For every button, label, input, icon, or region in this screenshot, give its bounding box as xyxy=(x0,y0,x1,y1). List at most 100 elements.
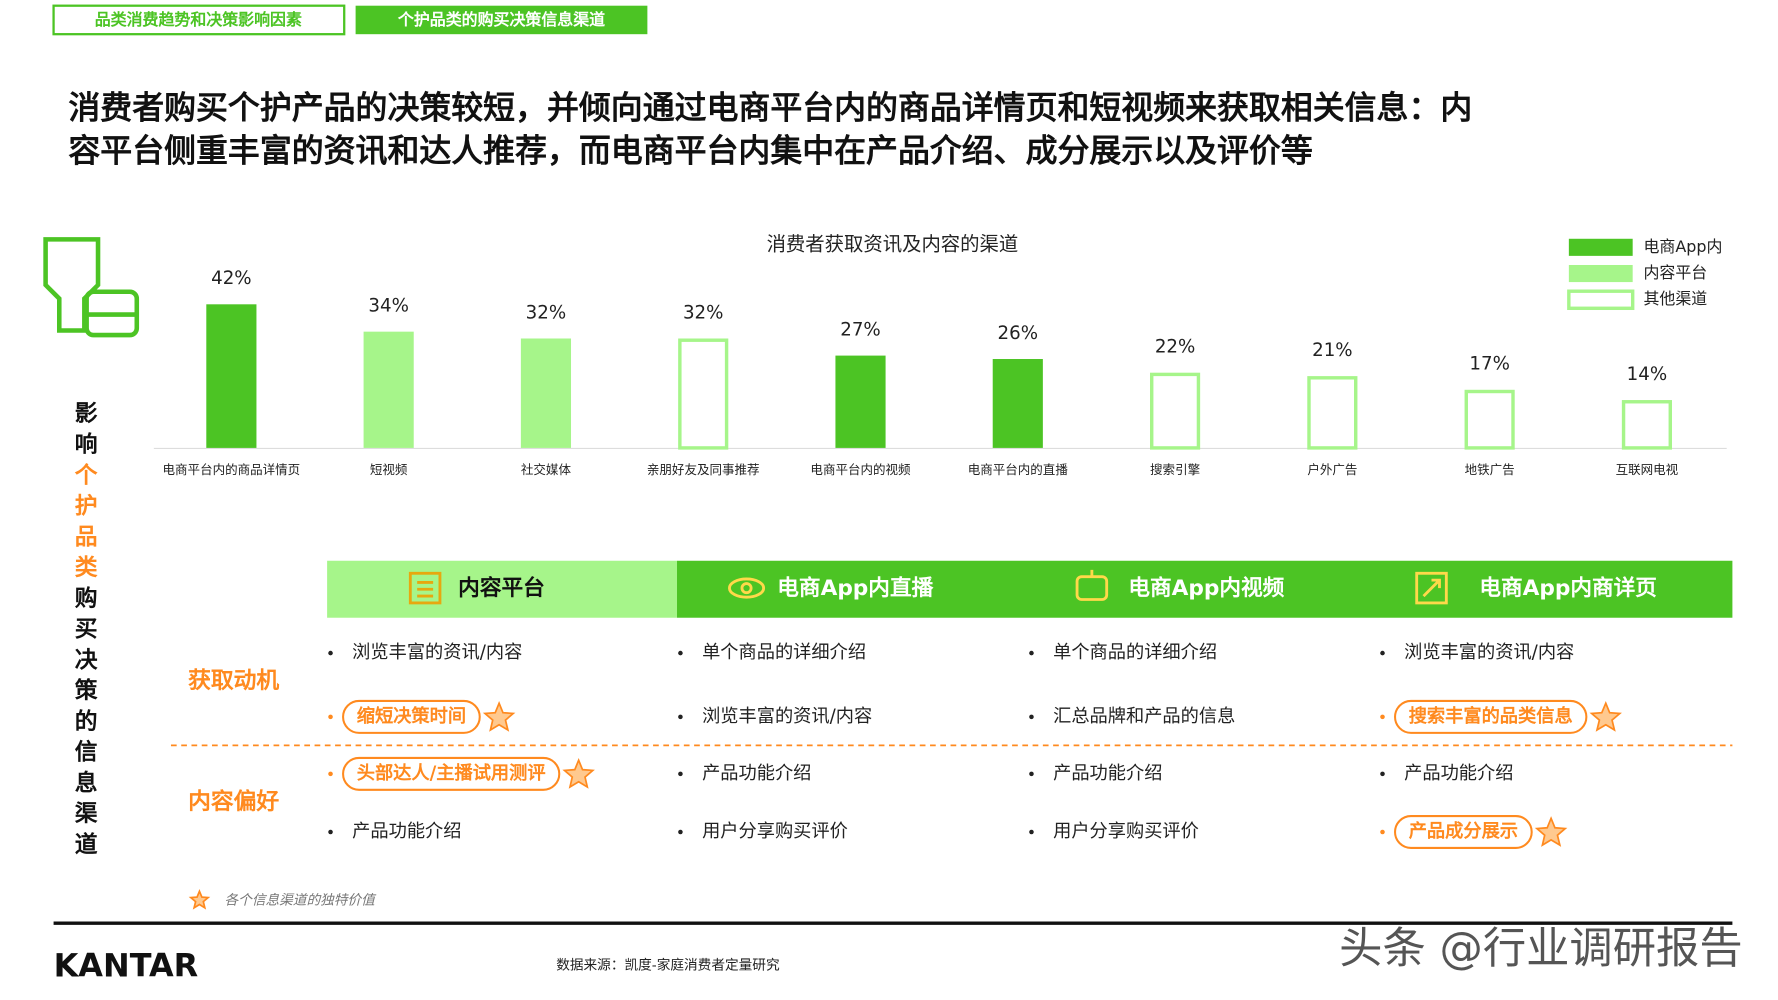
source: 数据来源：凯度-家庭消费者定量研究 xyxy=(556,956,780,973)
side-label: 购买决策的信息渠道 xyxy=(71,586,97,863)
bar xyxy=(678,338,729,450)
tab-box[interactable] xyxy=(355,5,648,35)
bar xyxy=(835,355,886,448)
x-tick-label: 搜索引擎 xyxy=(1150,462,1200,477)
bullet xyxy=(1029,714,1034,720)
bullet xyxy=(678,714,683,720)
value-label: 14% xyxy=(1627,364,1668,385)
bar xyxy=(520,338,572,448)
cell-text: 用户分享购买评价 xyxy=(1053,821,1199,842)
side-label: 个护品类 xyxy=(71,463,97,586)
bullet xyxy=(1380,714,1385,720)
bullet xyxy=(328,829,333,835)
legend-label: 电商App内 xyxy=(1644,237,1723,256)
cell-text: 浏览丰富的资讯/内容 xyxy=(1404,642,1574,663)
bar xyxy=(1307,376,1358,450)
highlight-text: 搜索丰富的品类信息 xyxy=(1409,705,1573,727)
legend-swatch xyxy=(1567,289,1635,311)
x-tick-label: 亲朋好友及同事推荐 xyxy=(647,462,760,477)
chart-title: 消费者获取资讯及内容的渠道 xyxy=(767,233,1019,256)
row-label: 获取动机 xyxy=(188,668,279,694)
x-tick-label: 社交媒体 xyxy=(521,462,572,477)
tab-box[interactable] xyxy=(52,4,346,36)
value-label: 27% xyxy=(840,320,881,341)
highlight-star xyxy=(482,700,516,732)
footnote-star xyxy=(188,889,211,910)
bullet xyxy=(328,714,333,720)
header-cell xyxy=(327,560,678,618)
product-icon xyxy=(43,237,140,338)
column-header: 电商App内直播 xyxy=(777,575,933,601)
cell-text: 单个商品的详细介绍 xyxy=(702,642,866,663)
x-tick-label: 户外广告 xyxy=(1307,462,1357,477)
bullet xyxy=(678,650,683,656)
value-label: 42% xyxy=(211,268,252,289)
x-tick-label: 电商平台内的商品详情页 xyxy=(163,462,301,477)
bullet xyxy=(1380,650,1385,656)
cell-text: 产品功能介绍 xyxy=(1404,763,1513,784)
bullet xyxy=(1029,650,1034,656)
logo: KANTAR xyxy=(54,947,199,985)
legend-swatch xyxy=(1568,264,1633,283)
bullet xyxy=(1380,771,1385,777)
headline: 容平台侧重丰富的资讯和达人推荐，而电商平台内集中在产品介绍、成分展示以及评价等 xyxy=(68,132,1312,170)
legend-label: 其他渠道 xyxy=(1644,289,1708,308)
legend-swatch xyxy=(1568,238,1633,256)
footnote: 各个信息渠道的独特价值 xyxy=(225,892,378,908)
cell-text: 产品功能介绍 xyxy=(702,763,811,784)
x-tick-label: 电商平台内的视频 xyxy=(810,462,911,477)
bullet xyxy=(1029,829,1034,835)
highlight-star xyxy=(1589,700,1622,732)
x-tick-label: 地铁广告 xyxy=(1465,462,1515,477)
cell-text: 用户分享购买评价 xyxy=(702,821,848,842)
highlight-star xyxy=(562,757,595,789)
x-tick-label: 短视频 xyxy=(370,462,408,477)
value-label: 32% xyxy=(683,302,723,323)
highlight-star xyxy=(1534,816,1568,847)
column-header: 电商App内视频 xyxy=(1128,575,1284,601)
cell-text: 产品功能介绍 xyxy=(352,821,461,842)
cell-text: 单个商品的详细介绍 xyxy=(1053,642,1217,663)
value-label: 17% xyxy=(1469,354,1509,375)
value-label: 22% xyxy=(1155,337,1196,358)
row-label: 内容偏好 xyxy=(188,788,279,815)
bullet xyxy=(1380,829,1385,835)
tab[interactable]: 品类消费趋势和决策影响因素 xyxy=(95,10,302,29)
tab[interactable]: 个护品类的购买决策信息渠道 xyxy=(397,10,605,29)
value-label: 32% xyxy=(526,302,567,323)
x-tick-label: 电商平台内的直播 xyxy=(968,462,1069,477)
bar xyxy=(1621,400,1672,450)
bar xyxy=(1149,372,1201,450)
bar xyxy=(992,359,1043,448)
value-label: 21% xyxy=(1312,340,1353,361)
column-header: 电商App内商详页 xyxy=(1479,575,1657,601)
bar xyxy=(206,304,257,448)
highlight-pill xyxy=(1394,699,1588,734)
cell-text: 浏览丰富的资讯/内容 xyxy=(702,706,872,727)
cell-text: 浏览丰富的资讯/内容 xyxy=(352,642,522,663)
highlight-text: 头部达人/主播试用测评 xyxy=(357,762,546,784)
x-tick-label: 互联网电视 xyxy=(1616,462,1679,477)
header-cell xyxy=(677,560,1733,618)
column-header: 内容平台 xyxy=(458,575,545,601)
bullet xyxy=(328,650,333,656)
bar xyxy=(1464,389,1515,450)
highlight-pill xyxy=(342,756,561,791)
bullet xyxy=(328,771,333,777)
highlight-text: 缩短决策时间 xyxy=(357,705,466,727)
headline: 消费者购买个护产品的决策较短，并倾向通过电商平台内的商品详情页和短视频来获取相关… xyxy=(68,88,1472,126)
highlight-pill xyxy=(1394,815,1533,849)
cell-text: 产品功能介绍 xyxy=(1053,763,1162,784)
value-label: 34% xyxy=(368,296,409,317)
value-label: 26% xyxy=(998,323,1039,344)
side-label: 影响 xyxy=(71,401,97,463)
cell-text: 汇总品牌和产品的信息 xyxy=(1053,706,1235,727)
highlight-pill xyxy=(342,699,481,734)
bullet xyxy=(678,771,683,777)
legend-label: 内容平台 xyxy=(1644,263,1708,282)
bullet xyxy=(678,829,683,835)
bullet xyxy=(1029,771,1034,777)
highlight-text: 产品成分展示 xyxy=(1409,820,1518,842)
bar xyxy=(363,331,414,448)
